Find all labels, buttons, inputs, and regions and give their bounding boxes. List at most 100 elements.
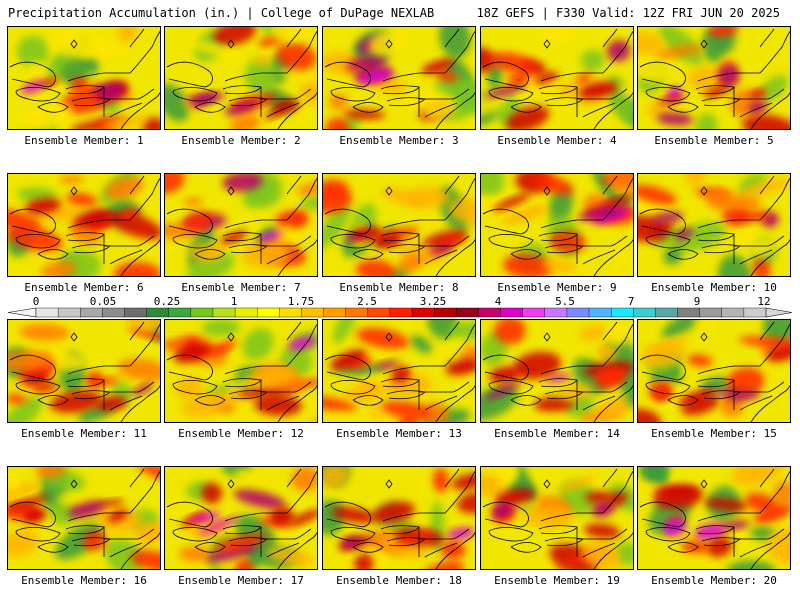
ensemble-member-label: Ensemble Member: 2 — [181, 134, 301, 147]
colorbar-right-arrow — [765, 307, 793, 318]
precipitation-field — [165, 467, 317, 569]
colorbar-swatch — [633, 307, 657, 318]
ensemble-member-map-14 — [480, 319, 634, 423]
ensemble-member-map-15 — [637, 319, 791, 423]
ensemble-member-label: Ensemble Member: 3 — [339, 134, 459, 147]
colorbar-tick-label: 2.5 — [357, 295, 377, 308]
precipitation-field — [323, 320, 475, 422]
precipitation-field — [481, 174, 633, 276]
colorbar-swatch — [234, 307, 258, 318]
ensemble-member-map-17 — [164, 466, 318, 570]
ensemble-member-map-19 — [480, 466, 634, 570]
colorbar-swatch — [588, 307, 612, 318]
ensemble-member-label: Ensemble Member: 4 — [497, 134, 617, 147]
colorbar-tick-label: 1 — [231, 295, 238, 308]
ensemble-member-map-13 — [322, 319, 476, 423]
ensemble-member-label: Ensemble Member: 7 — [181, 281, 301, 294]
colorbar-tick-label: 3.25 — [420, 295, 447, 308]
colorbar-swatch — [102, 307, 126, 318]
colorbar-swatch — [677, 307, 701, 318]
ensemble-member-map-2 — [164, 26, 318, 130]
colorbar-swatch — [323, 307, 347, 318]
ensemble-member-label: Ensemble Member: 1 — [24, 134, 144, 147]
precipitation-field — [323, 467, 475, 569]
colorbar-swatch — [411, 307, 435, 318]
colorbar-swatch — [146, 307, 170, 318]
precipitation-field — [8, 467, 160, 569]
colorbar-tick-label: 4 — [495, 295, 502, 308]
colorbar-tick-label: 1.75 — [288, 295, 315, 308]
colorbar-swatch — [544, 307, 568, 318]
precipitation-field — [165, 320, 317, 422]
colorbar-swatch — [655, 307, 679, 318]
colorbar-swatch — [433, 307, 458, 318]
colorbar-swatch — [345, 307, 369, 318]
precipitation-field — [638, 320, 790, 422]
ensemble-member-label: Ensemble Member: 8 — [339, 281, 459, 294]
colorbar-swatch — [212, 307, 236, 318]
ensemble-member-map-11 — [7, 319, 161, 423]
colorbar-swatch — [301, 307, 325, 318]
ensemble-member-label: Ensemble Member: 16 — [21, 574, 147, 587]
ensemble-member-map-12 — [164, 319, 318, 423]
colorbar-swatch — [279, 307, 303, 318]
ensemble-member-map-16 — [7, 466, 161, 570]
colorbar-swatch — [566, 307, 590, 318]
ensemble-member-map-1 — [7, 26, 161, 130]
precipitation-field — [8, 27, 160, 129]
ensemble-member-label: Ensemble Member: 20 — [651, 574, 777, 587]
run-valid-time: 18Z GEFS | F330 Valid: 12Z FRI JUN 20 20… — [476, 6, 780, 20]
colorbar-swatch — [367, 307, 391, 318]
colorbar-swatch — [35, 307, 59, 318]
precipitation-field — [638, 467, 790, 569]
colorbar-tick-label: 0.05 — [90, 295, 117, 308]
ensemble-member-map-9 — [480, 173, 634, 277]
ensemble-member-map-20 — [637, 466, 791, 570]
ensemble-member-map-18 — [322, 466, 476, 570]
colorbar-swatch — [80, 307, 104, 318]
ensemble-member-label: Ensemble Member: 9 — [497, 281, 617, 294]
precipitation-field — [165, 27, 317, 129]
precipitation-field — [323, 27, 475, 129]
colorbar-tick-label: 0 — [33, 295, 40, 308]
ensemble-member-label: Ensemble Member: 17 — [178, 574, 304, 587]
ensemble-member-label: Ensemble Member: 11 — [21, 427, 147, 440]
colorbar-swatch — [190, 307, 214, 318]
colorbar-swatch — [500, 307, 524, 318]
ensemble-member-map-7 — [164, 173, 318, 277]
ensemble-member-label: Ensemble Member: 14 — [494, 427, 620, 440]
colorbar-swatch — [478, 307, 502, 318]
ensemble-member-map-8 — [322, 173, 476, 277]
precipitation-field — [8, 174, 160, 276]
chart-title: Precipitation Accumulation (in.) | Colle… — [8, 6, 435, 20]
precipitation-field — [481, 27, 633, 129]
colorbar-tick-label: 9 — [694, 295, 701, 308]
ensemble-member-label: Ensemble Member: 5 — [654, 134, 774, 147]
ensemble-member-label: Ensemble Member: 12 — [178, 427, 304, 440]
ensemble-member-label: Ensemble Member: 19 — [494, 574, 620, 587]
precipitation-field — [8, 320, 160, 422]
ensemble-member-label: Ensemble Member: 18 — [336, 574, 462, 587]
colorbar-swatch — [743, 307, 767, 318]
colorbar-tick-label: 12 — [757, 295, 770, 308]
colorbar-left-arrow — [7, 307, 37, 318]
colorbar-swatch — [721, 307, 745, 318]
ensemble-member-label: Ensemble Member: 6 — [24, 281, 144, 294]
ensemble-member-map-6 — [7, 173, 161, 277]
precipitation-field — [638, 174, 790, 276]
ensemble-member-map-3 — [322, 26, 476, 130]
precipitation-field — [481, 320, 633, 422]
colorbar-swatch — [257, 307, 281, 318]
precipitation-field — [165, 174, 317, 276]
precipitation-field — [323, 174, 475, 276]
colorbar-swatch — [124, 307, 148, 318]
ensemble-member-map-5 — [637, 26, 791, 130]
colorbar-swatch — [57, 307, 81, 318]
ensemble-member-label: Ensemble Member: 13 — [336, 427, 462, 440]
colorbar-tick-label: 5.5 — [555, 295, 575, 308]
ensemble-member-map-4 — [480, 26, 634, 130]
colorbar-swatch — [389, 307, 413, 318]
colorbar-swatch — [610, 307, 634, 318]
colorbar-swatch — [699, 307, 723, 318]
colorbar-tick-label: 7 — [628, 295, 635, 308]
